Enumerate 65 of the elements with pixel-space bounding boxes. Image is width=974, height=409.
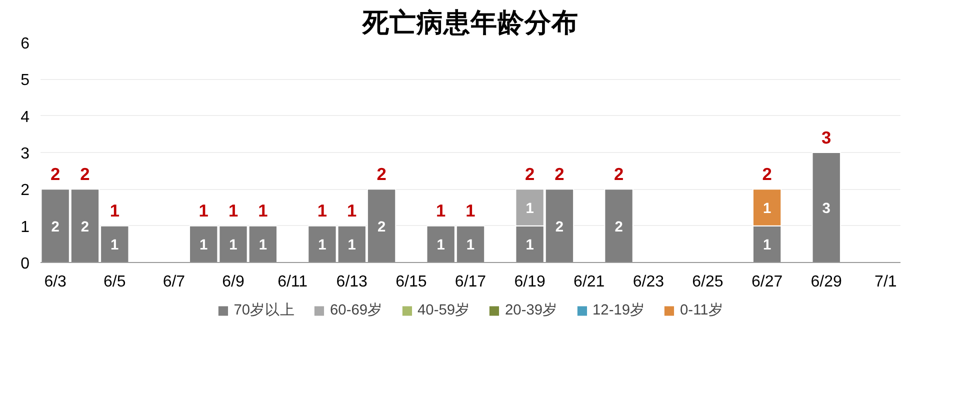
y-tick-label: 0 — [20, 256, 30, 272]
data-label: 1 — [258, 238, 267, 254]
total-label: 2 — [50, 164, 60, 184]
x-tick-label: 6/29 — [810, 274, 842, 290]
legend-label: 60-69岁 — [330, 302, 383, 320]
data-label: 1 — [762, 201, 772, 217]
x-tick-label: 6/23 — [632, 274, 664, 290]
data-label: 3 — [822, 201, 830, 217]
total-label: 2 — [614, 164, 624, 184]
x-tick-label: 7/1 — [874, 274, 897, 290]
total-label: 1 — [110, 200, 120, 221]
legend-label: 40-59岁 — [418, 302, 470, 320]
y-tick-label: 2 — [20, 182, 30, 200]
total-label: 1 — [258, 200, 268, 221]
data-label: 1 — [200, 238, 208, 254]
x-tick-label: 6/13 — [336, 274, 368, 290]
total-label: 1 — [466, 200, 476, 221]
y-tick-label: 5 — [20, 72, 30, 90]
data-label: 1 — [318, 238, 326, 254]
total-label: 3 — [822, 127, 832, 148]
x-tick-label: 6/11 — [278, 274, 308, 290]
data-label: 2 — [377, 219, 386, 236]
y-tick-label: 6 — [20, 36, 30, 52]
total-label: 2 — [762, 164, 772, 184]
chart-title: 死亡病患年龄分布 — [362, 8, 578, 38]
x-tick-label: 6/25 — [692, 274, 724, 290]
total-label: 1 — [198, 200, 209, 221]
x-tick-label: 6/9 — [222, 274, 244, 290]
x-tick-label: 6/7 — [162, 274, 186, 290]
data-label: 1 — [466, 238, 475, 254]
y-tick-label: 4 — [20, 108, 30, 126]
bar — [812, 152, 841, 262]
legend-label: 0-11岁 — [680, 302, 724, 320]
total-label: 1 — [347, 200, 358, 221]
data-label: 1 — [526, 238, 534, 254]
x-tick-label: 6/27 — [751, 274, 783, 290]
data-label: 2 — [614, 219, 623, 236]
x-tick-label: 6/3 — [44, 274, 67, 290]
data-label: 2 — [80, 219, 90, 236]
legend-label: 70岁以上 — [234, 302, 296, 320]
data-label: 2 — [555, 219, 564, 236]
x-tick-label: 6/15 — [396, 274, 427, 290]
y-tick-label: 1 — [20, 218, 30, 236]
total-label: 2 — [80, 164, 90, 184]
total-label: 2 — [524, 164, 535, 184]
data-label: 1 — [348, 238, 356, 254]
y-tick-label: 3 — [20, 146, 30, 162]
x-tick-label: 6/17 — [454, 274, 486, 290]
bar — [604, 188, 634, 262]
data-label: 2 — [51, 219, 60, 236]
legend-label: 20-39岁 — [505, 302, 558, 320]
data-label: 1 — [229, 238, 238, 254]
data-label: 1 — [526, 201, 534, 217]
x-tick-label: 6/5 — [104, 274, 126, 290]
x-tick-label: 6/21 — [574, 274, 605, 290]
total-label: 2 — [376, 164, 386, 184]
total-label: 2 — [554, 164, 564, 184]
total-label: 1 — [228, 200, 238, 221]
total-label: 1 — [317, 200, 328, 221]
data-label: 1 — [762, 238, 772, 254]
x-tick-label: 6/19 — [514, 274, 546, 290]
legend-label: 12-19岁 — [592, 302, 646, 320]
total-label: 1 — [436, 200, 446, 221]
data-label: 1 — [110, 238, 119, 254]
data-label: 1 — [436, 238, 445, 254]
